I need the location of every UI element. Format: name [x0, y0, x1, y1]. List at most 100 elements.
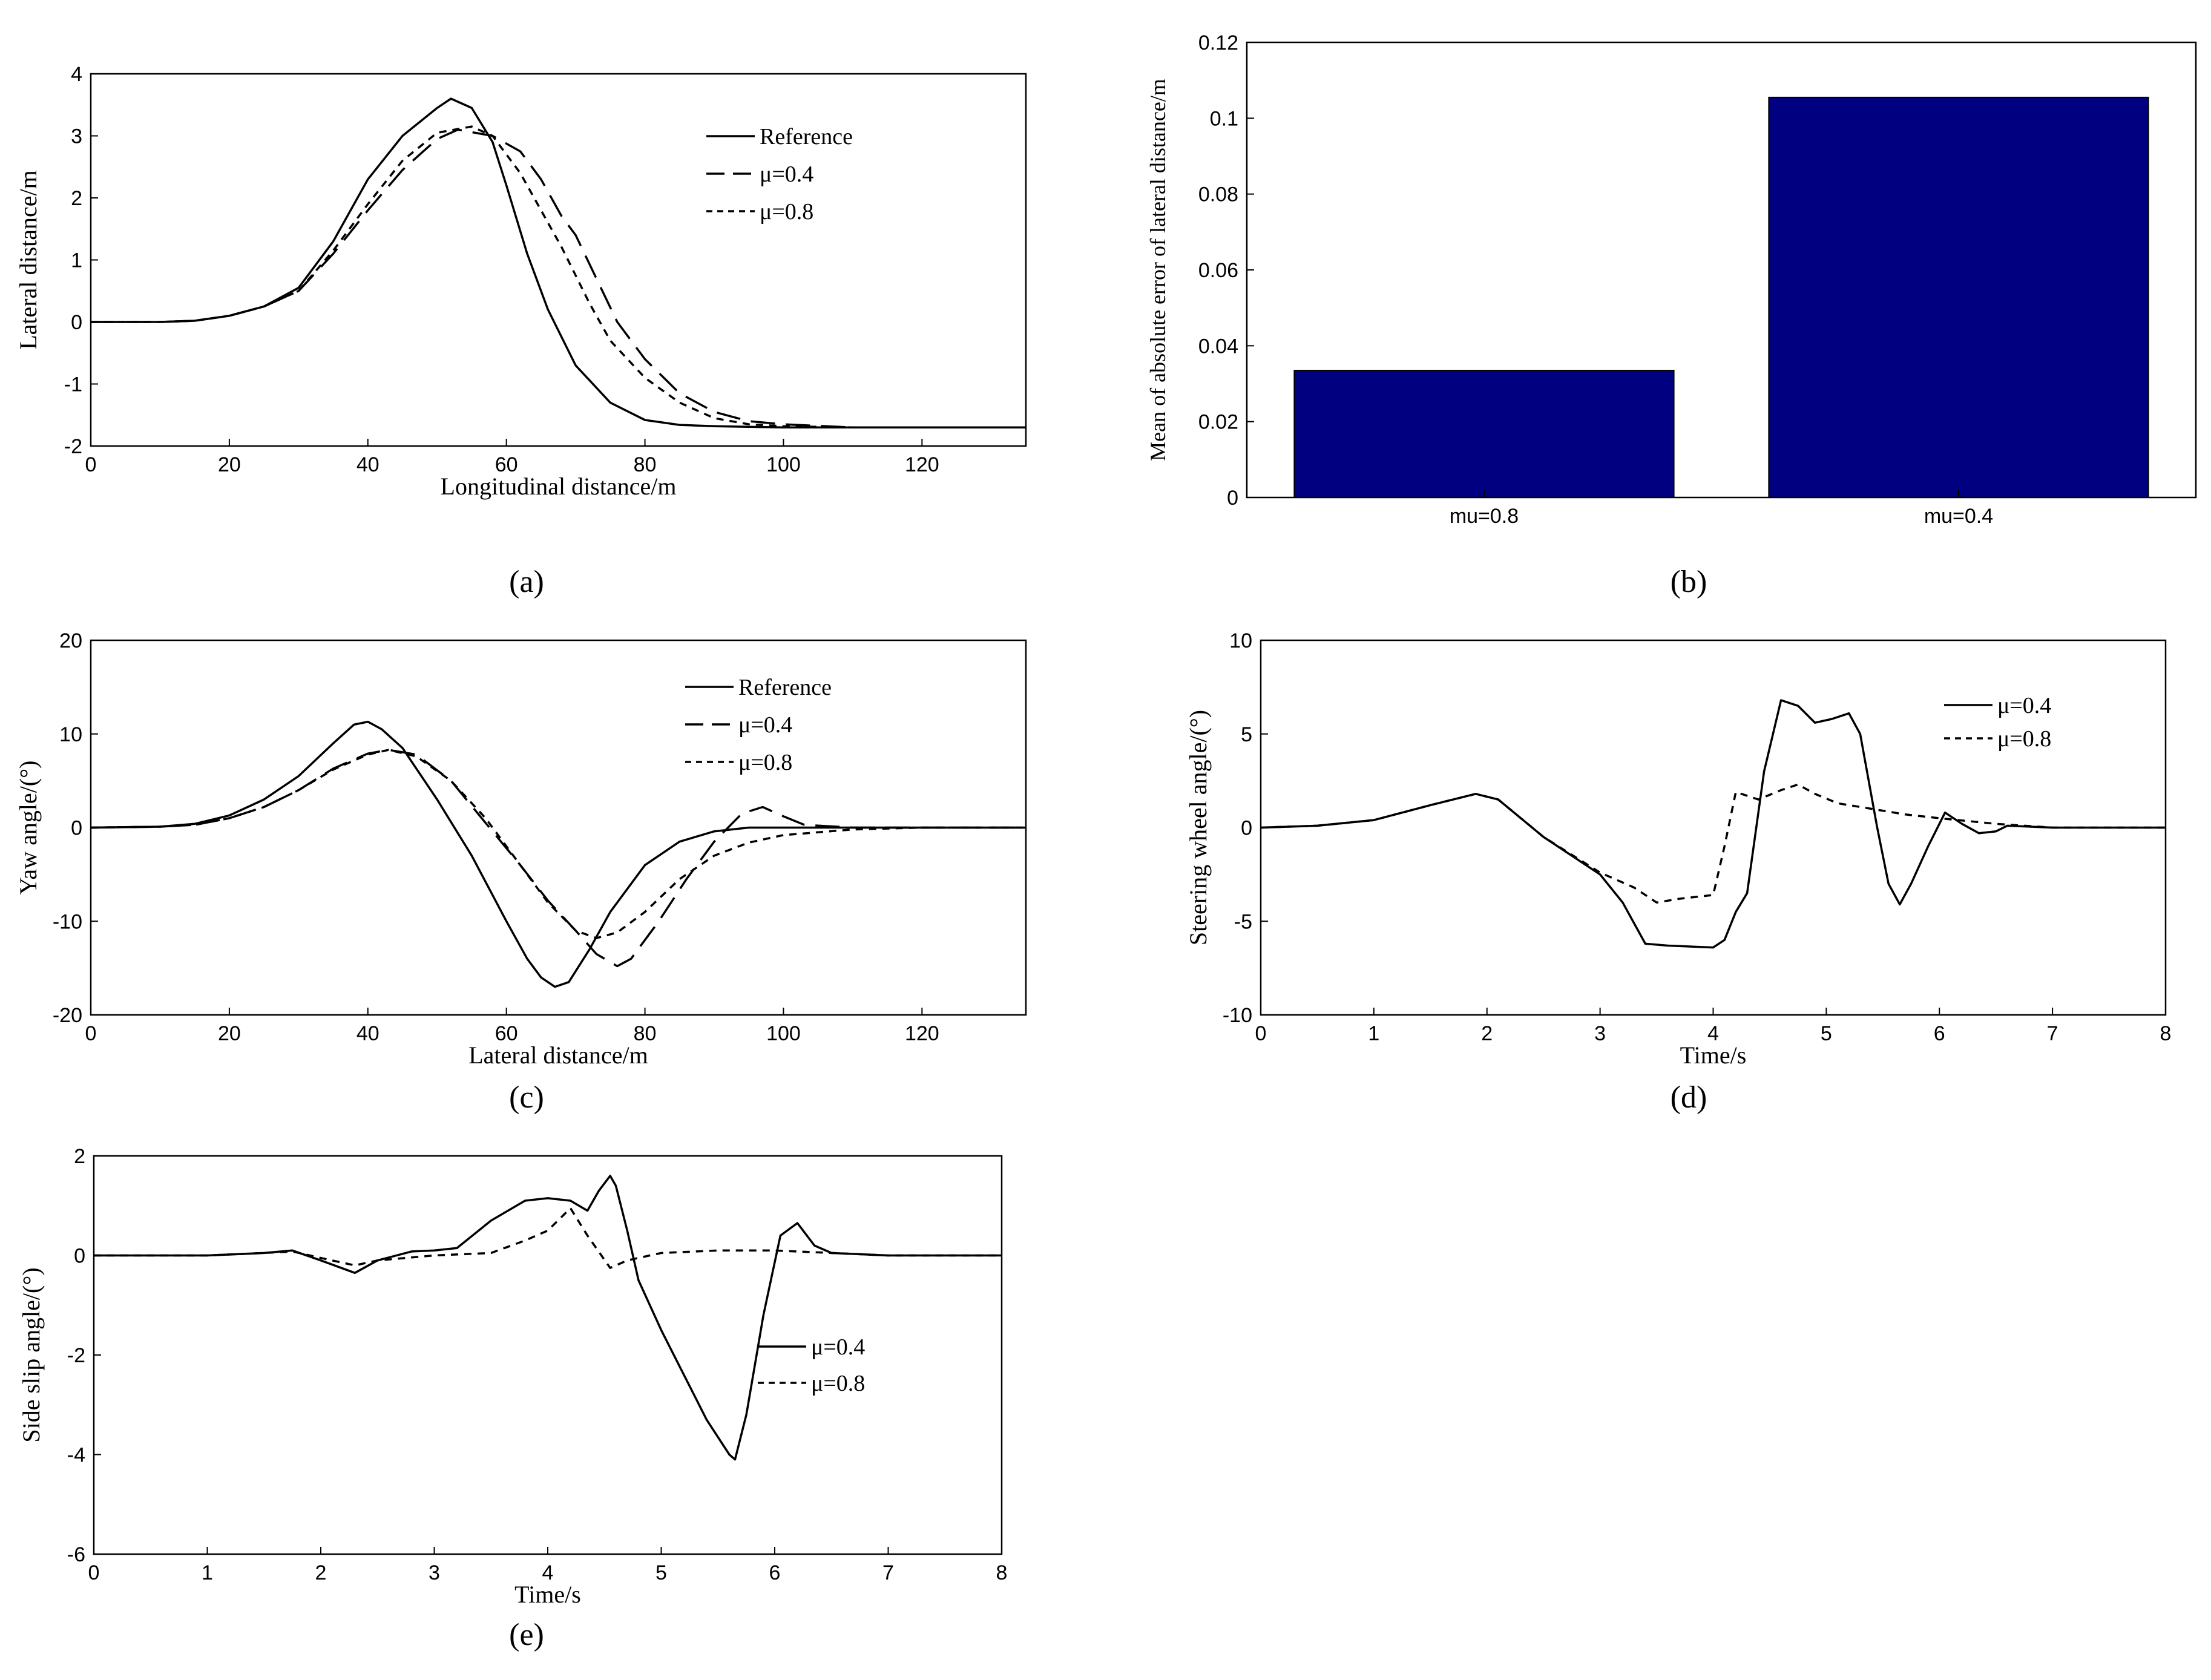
- x-tick-label: 5: [1821, 1022, 1832, 1045]
- y-tick-label: 2: [74, 1145, 85, 1168]
- legend-label: μ=0.8: [760, 199, 813, 225]
- series-line-3: [90, 749, 1026, 939]
- x-tick-label: 1: [1368, 1022, 1379, 1045]
- legend-label: Reference: [738, 675, 832, 700]
- legend-label: μ=0.8: [738, 750, 792, 775]
- x-tick-label: 2: [1481, 1022, 1493, 1045]
- x-tick-label: 4: [1707, 1022, 1719, 1045]
- y-tick-label: 2: [71, 187, 82, 210]
- x-tick-label: 100: [766, 1022, 801, 1045]
- chart-panel-2: 0 0.02 0.04 0.06 0.08 0.1 0.12 mu=0.8 mu=0.4 Mean…: [1146, 31, 2197, 599]
- x-tick-label: 3: [429, 1561, 440, 1584]
- series-line-1: [91, 97, 1026, 429]
- y-tick-label: -2: [67, 1344, 85, 1367]
- y-tick-label: 0.12: [1198, 31, 1238, 54]
- y-tick-label: -6: [67, 1543, 85, 1566]
- x-axis-label: Longitudinal distance/m: [441, 473, 677, 500]
- x-ticks: 0 20 40 60 80 100 120: [85, 1008, 939, 1045]
- x-tick-label: 120: [905, 1022, 939, 1045]
- legend: Reference μ=0.4 μ=0.8: [706, 124, 853, 225]
- y-axis-label: Lateral distance/m: [15, 170, 42, 350]
- x-tick-label: 7: [882, 1561, 894, 1584]
- x-tick-label: 5: [655, 1561, 667, 1584]
- y-tick-label: 0.06: [1198, 259, 1238, 282]
- legend-label: μ=0.4: [1997, 693, 2051, 718]
- y-ticks: -10 -5 0 5 10: [1223, 629, 1268, 1027]
- panel-label: (a): [509, 565, 544, 599]
- x-tick-label: 0: [1255, 1022, 1267, 1045]
- x-axis-label: Time/s: [514, 1581, 581, 1608]
- panel-label: (c): [509, 1080, 544, 1115]
- x-tick-label: 8: [2160, 1022, 2172, 1045]
- y-tick-label: 0: [74, 1245, 85, 1268]
- series-line-2: [1260, 783, 2166, 904]
- x-tick-label: 60: [495, 1022, 518, 1045]
- x-tick-label: 8: [996, 1561, 1008, 1584]
- y-tick-label: 0: [1241, 817, 1252, 840]
- y-tick-label: 1: [71, 249, 82, 272]
- y-axis-label: Side slip angle/(°): [18, 1267, 45, 1442]
- legend-label: μ=0.4: [811, 1334, 865, 1360]
- x-tick-label: 120: [905, 453, 939, 476]
- series-line-2: [91, 128, 1026, 429]
- x-tick-label: 6: [769, 1561, 781, 1584]
- y-tick-label: 0: [71, 817, 82, 840]
- x-axis-label: Time/s: [1680, 1042, 1747, 1069]
- legend-label: μ=0.8: [811, 1371, 865, 1396]
- x-tick-label: 80: [634, 453, 657, 476]
- x-tick-label: mu=0.8: [1450, 505, 1519, 528]
- x-ticks: 0 1 2 3 4 5 6 7 8: [1255, 1008, 2172, 1045]
- y-tick-label: 0.1: [1210, 107, 1238, 130]
- x-tick-label: 20: [218, 453, 241, 476]
- y-tick-label: -10: [53, 910, 82, 933]
- y-tick-label: 0.08: [1198, 183, 1238, 206]
- x-axis-label: Lateral distance/m: [468, 1042, 648, 1069]
- panel-label: (d): [1671, 1080, 1707, 1115]
- y-tick-label: -4: [67, 1444, 85, 1467]
- x-ticks: 0 20 40 60 80 100 120: [85, 439, 939, 476]
- y-ticks: -2 -1 0 1 2 3 4: [64, 63, 98, 458]
- y-tick-label: -10: [1223, 1004, 1252, 1027]
- y-ticks: -20 -10 0 10 20: [53, 629, 98, 1027]
- legend-label: μ=0.4: [760, 162, 813, 187]
- x-tick-label: 0: [85, 1022, 97, 1045]
- legend-label: μ=0.4: [738, 712, 792, 738]
- x-tick-label: 6: [1934, 1022, 1945, 1045]
- x-ticks: 0 1 2 3 4 5 6 7 8: [88, 1547, 1008, 1584]
- x-tick-label: 4: [542, 1561, 554, 1584]
- x-tick-label: 7: [2047, 1022, 2058, 1045]
- panel-label: (e): [509, 1618, 544, 1652]
- y-tick-label: -2: [64, 435, 82, 458]
- x-tick-label: 40: [356, 1022, 379, 1045]
- y-tick-label: 20: [59, 629, 82, 652]
- x-tick-label: 100: [766, 453, 801, 476]
- y-tick-label: 5: [1241, 723, 1252, 746]
- y-tick-label: 4: [71, 63, 82, 86]
- series-line-2: [90, 749, 1026, 968]
- legend: μ=0.4 μ=0.8: [758, 1334, 865, 1396]
- y-tick-label: 0: [1227, 487, 1238, 510]
- y-tick-label: 0.02: [1198, 411, 1238, 434]
- bar-1: [1293, 370, 1675, 498]
- y-tick-label: 10: [59, 723, 82, 746]
- x-tick-label: 80: [634, 1022, 657, 1045]
- y-ticks: 0 0.02 0.04 0.06 0.08 0.1 0.12: [1198, 31, 1254, 510]
- y-ticks: -6 -4 -2 0 2: [67, 1145, 101, 1566]
- y-axis-label: Steering wheel angle/(°): [1184, 710, 1212, 945]
- x-tick-label: 60: [495, 453, 518, 476]
- y-tick-label: 0: [71, 311, 82, 334]
- legend-label: μ=0.8: [1997, 726, 2051, 752]
- x-tick-label: mu=0.4: [1924, 505, 1993, 528]
- plot-frame: [1260, 639, 2167, 1016]
- series-line-1: [90, 720, 1026, 988]
- panel-label: (b): [1671, 565, 1707, 599]
- x-tick-label: 40: [356, 453, 379, 476]
- x-tick-label: 1: [202, 1561, 213, 1584]
- y-tick-label: -5: [1234, 910, 1252, 933]
- plot-frame: [1246, 41, 2197, 499]
- y-axis-label: Yaw angle/(°): [15, 761, 42, 895]
- y-tick-label: 0.04: [1198, 335, 1238, 358]
- x-tick-label: 0: [88, 1561, 100, 1584]
- bar-2: [1768, 96, 2149, 499]
